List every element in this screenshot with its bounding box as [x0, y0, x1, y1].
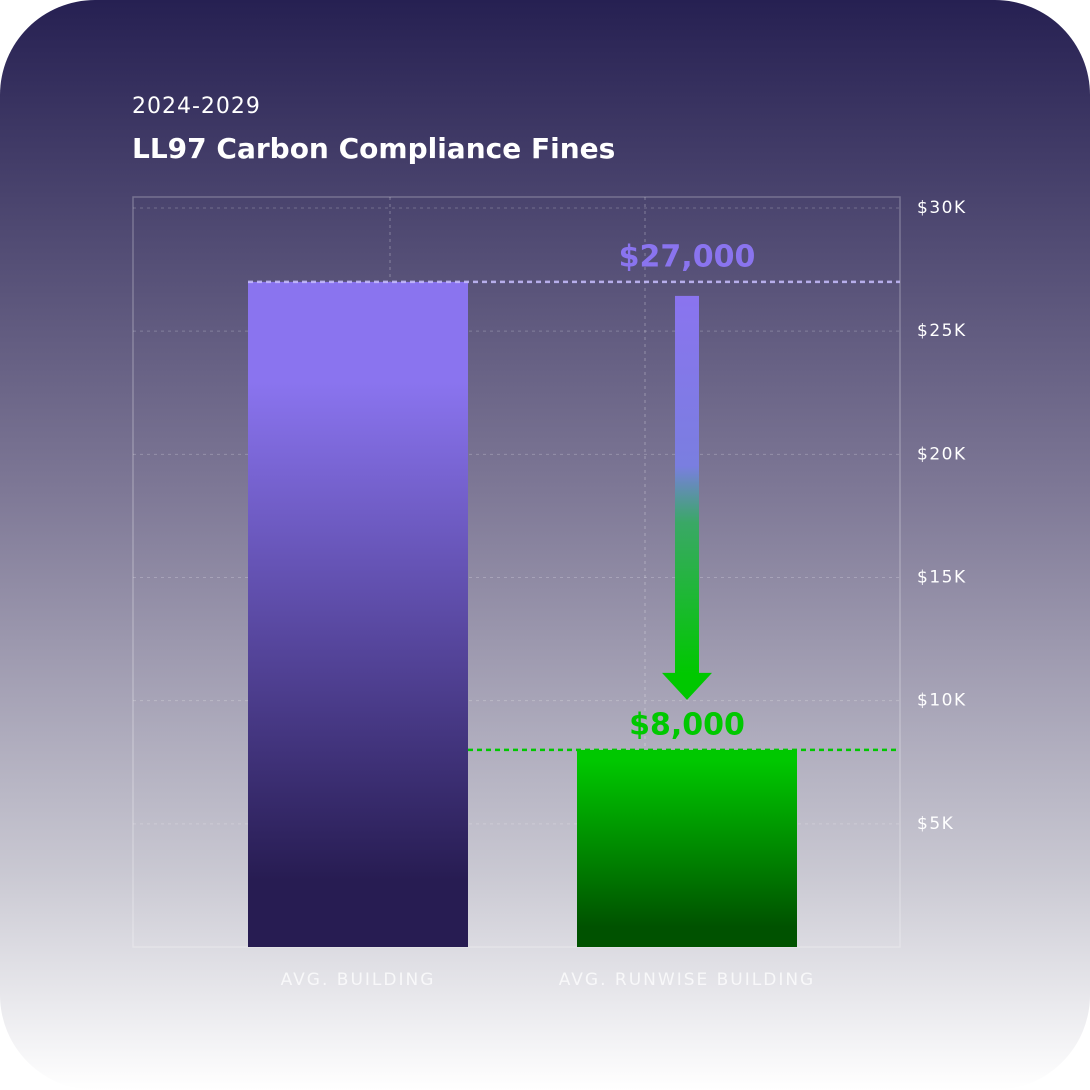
y-tick-label: $10K	[917, 691, 967, 711]
plot-frame	[132, 196, 901, 948]
arrow-shaft	[675, 295, 699, 674]
arrow-head	[662, 672, 712, 700]
y-tick-label: $20K	[917, 444, 967, 464]
y-tick-label: $15K	[917, 568, 967, 588]
x-tick-label: AVG. RUNWISE BUILDING	[559, 970, 815, 990]
value-label: $8,000	[629, 707, 745, 742]
y-tick-label: $30K	[917, 198, 967, 218]
bar	[577, 749, 797, 947]
y-tick-label: $25K	[917, 321, 967, 341]
x-tick-label: AVG. BUILDING	[281, 970, 436, 990]
chart-subtitle: 2024-2029	[132, 94, 261, 119]
y-tick-label: $5K	[917, 814, 954, 834]
chart-title: LL97 Carbon Compliance Fines	[132, 132, 615, 165]
bar	[248, 281, 468, 947]
value-label: $27,000	[619, 239, 756, 274]
